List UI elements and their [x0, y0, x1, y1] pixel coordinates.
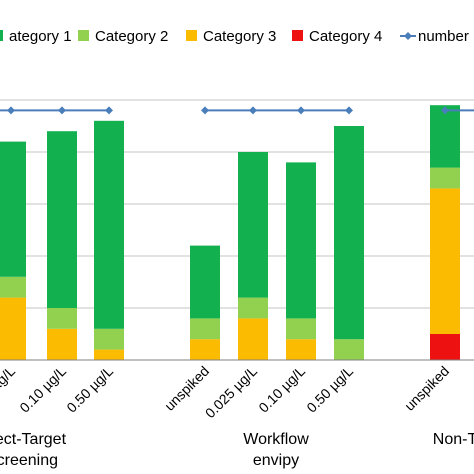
bar-segment [286, 339, 316, 360]
bar-segment [430, 167, 460, 189]
number-marker [249, 106, 257, 115]
legend-label: Category 4 [309, 28, 382, 45]
group-label: Screening [0, 452, 58, 469]
number-marker [105, 106, 113, 115]
group-label: spect-Target [0, 431, 67, 448]
number-marker [441, 106, 449, 115]
bar-segment [190, 339, 220, 360]
group-label: envipy [253, 452, 299, 469]
bar-segment [47, 131, 77, 308]
number-marker [297, 106, 305, 115]
category-tick-label: 0.50 µg/L [63, 363, 116, 416]
bar-segment [430, 188, 460, 334]
legend-swatch [186, 30, 197, 41]
bar-segment [94, 328, 124, 350]
legend-label: number [418, 28, 469, 45]
bar-segment [0, 141, 26, 277]
bar-segment [238, 152, 268, 298]
number-marker [201, 106, 209, 115]
bar-segment [94, 120, 124, 329]
legend-line-marker [404, 32, 412, 40]
category-tick-label: 0.025 µg/L [202, 363, 260, 421]
bar-segment [0, 276, 26, 298]
legend-swatch [292, 30, 303, 41]
category-tick-label: unspiked [401, 363, 452, 414]
bar-segment [334, 339, 364, 360]
legend-swatch [0, 30, 3, 41]
category-tick-label: µg/L [0, 363, 18, 394]
bar-segment [238, 318, 268, 360]
number-marker [345, 106, 353, 115]
legend-label: Category 2 [95, 28, 168, 45]
bar-segment [190, 245, 220, 319]
bar-segment [94, 349, 124, 360]
number-marker [58, 106, 66, 115]
bar-segment [334, 126, 364, 340]
bar-segment [430, 105, 460, 168]
legend-label: Category 3 [203, 28, 276, 45]
bar-segment [47, 328, 77, 360]
bar-segment [0, 297, 26, 360]
number-marker [7, 106, 15, 115]
bar-segment [430, 334, 460, 360]
group-label: Workflow [243, 431, 309, 448]
bar-segment [238, 297, 268, 319]
category-tick-label: 0.10 µg/L [255, 363, 308, 416]
group-label: Non-T [433, 431, 474, 448]
legend-label: ategory 1 [9, 28, 72, 45]
bar-segment [47, 308, 77, 329]
bar-segment [286, 318, 316, 340]
category-tick-label: 0.10 µg/L [16, 363, 69, 416]
bar-segment [190, 318, 220, 340]
bar-segment [286, 162, 316, 319]
legend-swatch [78, 30, 89, 41]
category-tick-label: 0.50 µg/L [303, 363, 356, 416]
